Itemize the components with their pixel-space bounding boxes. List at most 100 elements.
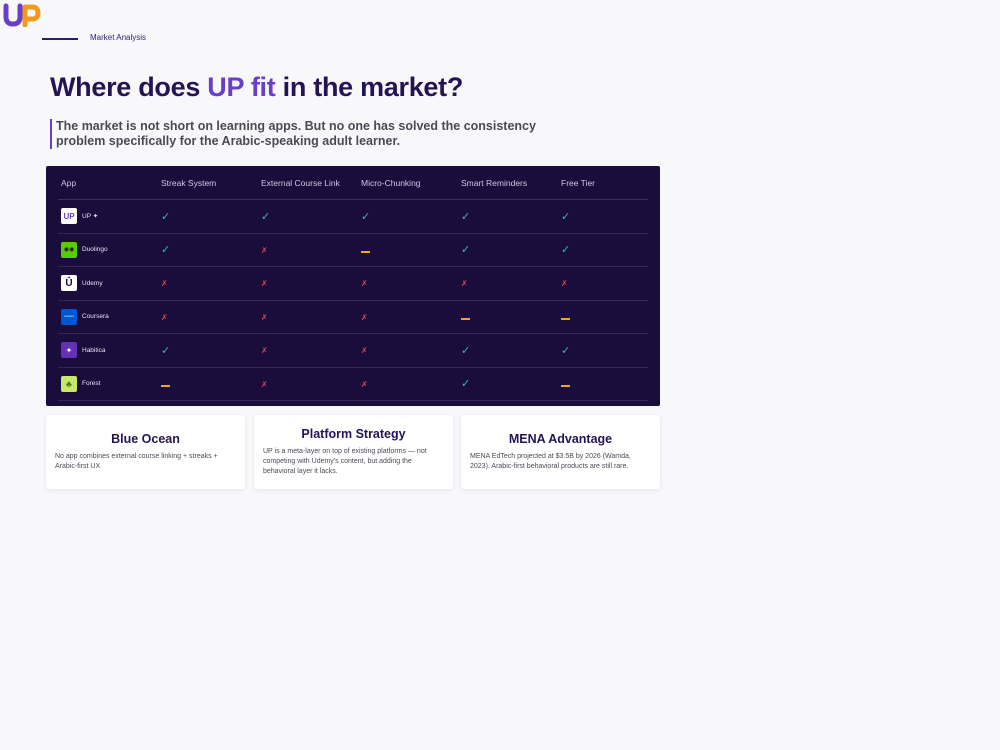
feature-cell: ✓ [458,377,558,390]
feature-cell [458,312,558,322]
feature-cell: ✗ [158,312,258,322]
check-icon: ✓ [461,378,471,391]
feature-cell: ✗ [358,312,458,322]
card-body: No app combines external course linking … [55,453,218,470]
check-icon: ✓ [561,344,571,357]
table-row: UP UP ✦ ✓ ✓ ✓ ✓ ✓ [58,200,648,234]
card-title: MENA Advantage [508,432,613,446]
feature-cell: ✗ [358,278,458,288]
table-row: ♣ Forest ✗ ✗ ✓ [58,368,648,401]
duolingo-owl-icon: ◉◉ [61,241,77,258]
check-icon: ✓ [461,210,471,223]
card-body: MENA EdTech projected at $3.5B by 2026 (… [470,453,631,470]
feature-cell: ✗ [458,278,558,288]
column-header-micro-chunking: Micro-Chunking [361,177,421,188]
check-icon: ✓ [561,244,571,257]
check-icon: ✓ [561,210,571,223]
table-row: ◉◉ Duolingo ✓ ✗ ✓ ✓ [58,234,648,267]
comparison-table: App Streak System External Course Link M… [46,166,660,406]
feature-cell [158,379,258,389]
feature-cell: ✓ [158,210,258,223]
cross-icon: ✗ [461,279,468,289]
section-divider [42,38,78,40]
partial-dash-icon [561,384,570,387]
feature-cell: ✗ [258,278,358,288]
up-logo-icon: UP [61,208,77,225]
table-row: coursera Coursera ✗ ✗ ✗ [58,301,648,334]
app-cell: Û Udemy [58,275,158,292]
feature-cell: ✗ [258,345,358,355]
feature-cell: ✗ [158,278,258,288]
app-name: Udemy [82,279,103,287]
table-row: ✦ Habitica ✓ ✗ ✗ ✓ ✓ [58,334,648,368]
feature-cell: ✓ [558,210,658,223]
feature-cell: ✗ [258,379,358,389]
feature-cell: ✓ [458,210,558,223]
app-cell: UP UP ✦ [58,208,158,225]
forest-app-icon: ♣ [61,375,77,392]
up-logo-icon [3,3,41,28]
check-icon: ✓ [161,210,171,223]
check-icon: ✓ [361,210,371,223]
check-icon: ✓ [161,344,171,357]
cross-icon: ✗ [261,312,268,322]
table-row: Û Udemy ✗ ✗ ✗ ✗ ✗ [58,267,648,301]
partial-dash-icon [361,250,370,253]
cross-icon: ✗ [361,379,368,389]
app-name: Duolingo [82,246,108,254]
card-title: Platform Strategy [301,427,406,441]
table-header: App Streak System External Course Link M… [58,166,648,200]
app-cell: ✦ Habitica [58,342,158,359]
feature-cell [558,379,658,389]
cross-icon: ✗ [261,279,268,289]
partial-dash-icon [161,384,170,387]
column-header-app: App [61,177,77,188]
cross-icon: ✗ [261,245,268,255]
page-title: Where does UP fit in the market? [50,72,463,103]
app-cell: ◉◉ Duolingo [58,241,158,258]
card-mena-advantage: MENA Advantage MENA EdTech projected at … [461,415,660,489]
check-icon: ✓ [461,344,471,357]
card-platform-strategy: Platform Strategy UP is a meta-layer on … [254,415,453,489]
feature-cell: ✓ [458,344,558,357]
app-name: Habitica [82,346,106,354]
card-body: UP is a meta-layer on top of existing pl… [263,448,427,475]
cross-icon: ✗ [161,312,168,322]
partial-dash-icon [561,317,570,320]
partial-dash-icon [461,317,470,320]
feature-cell [358,245,458,255]
title-prefix: Where does [50,72,208,102]
cross-icon: ✗ [561,279,568,289]
cross-icon: ✗ [261,346,268,356]
feature-cell: ✓ [158,344,258,357]
table-body: UP UP ✦ ✓ ✓ ✓ ✓ ✓ ◉◉ Duolingo ✓ ✗ ✓ ✓ Û Udemy ✗ ✗ ✗ ✗ ✗ cour… [58,200,648,401]
check-icon: ✓ [461,244,471,257]
app-name: Forest [82,380,101,388]
cross-icon: ✗ [361,279,368,289]
app-cell: ♣ Forest [58,375,158,392]
app-name: Coursera [82,313,109,321]
cross-icon: ✗ [261,379,268,389]
column-header-streak: Streak System [161,177,217,188]
feature-cell: ✓ [258,210,358,223]
cross-icon: ✗ [161,279,168,289]
card-blue-ocean: Blue Ocean No app combines external cour… [46,415,245,489]
feature-cell: ✓ [558,344,658,357]
column-header-external-link: External Course Link [261,177,340,188]
cross-icon: ✗ [361,346,368,356]
feature-cell: ✗ [558,278,658,288]
feature-cell: ✗ [258,312,358,322]
feature-cell: ✓ [158,243,258,256]
feature-cell [558,312,658,322]
feature-cell: ✗ [258,245,358,255]
feature-cell: ✓ [358,210,458,223]
page-subtitle: The market is not short on learning apps… [50,119,576,149]
feature-cell: ✗ [358,379,458,389]
title-highlight: UP fit [207,72,276,102]
column-header-reminders: Smart Reminders [461,177,528,188]
app-cell: coursera Coursera [58,308,158,325]
cross-icon: ✗ [361,312,368,322]
check-icon: ✓ [261,210,271,223]
app-name: UP ✦ [82,213,99,221]
feature-cell: ✓ [458,243,558,256]
